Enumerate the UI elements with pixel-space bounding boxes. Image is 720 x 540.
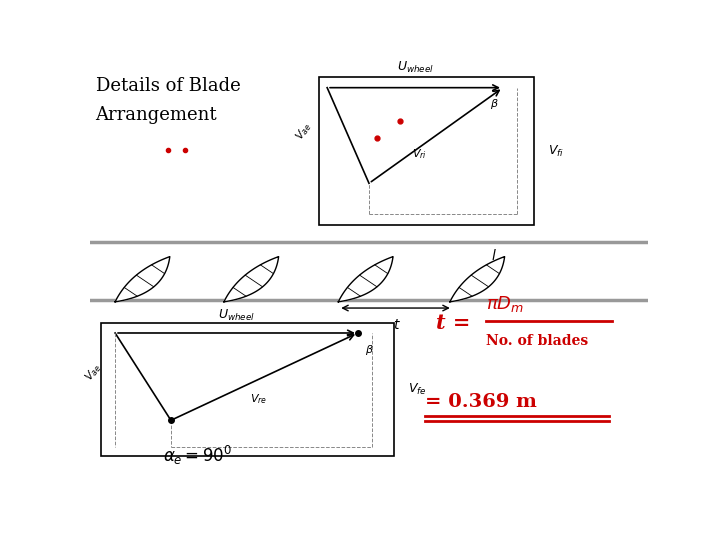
Text: $\pi D_m$: $\pi D_m$ [486,294,524,314]
Polygon shape [450,256,505,302]
Text: $V_{ri}$: $V_{ri}$ [412,147,427,161]
Text: $U_{wheel}$: $U_{wheel}$ [218,307,255,322]
FancyBboxPatch shape [101,322,394,456]
Text: $V_{fi}$: $V_{fi}$ [547,144,564,159]
Text: Details of Blade: Details of Blade [96,77,240,95]
Text: $V_{re}$: $V_{re}$ [250,393,267,407]
Text: Arrangement: Arrangement [96,106,217,124]
Text: $V_{ae}$: $V_{ae}$ [83,361,105,384]
Polygon shape [224,256,279,302]
Text: $V_{ae}$: $V_{ae}$ [293,120,315,143]
Text: $\alpha_e = 90^0$: $\alpha_e = 90^0$ [163,444,232,467]
Text: $V_{fe}$: $V_{fe}$ [408,382,427,397]
Text: t =: t = [436,313,470,333]
FancyBboxPatch shape [319,77,534,225]
Text: $\beta$: $\beta$ [490,97,499,111]
Text: t: t [392,319,398,333]
Polygon shape [338,256,393,302]
Polygon shape [115,256,170,302]
Text: = 0.369 m: = 0.369 m [425,393,536,410]
Text: $\beta$: $\beta$ [364,343,373,357]
Text: No. of blades: No. of blades [486,334,588,348]
Text: l: l [492,249,495,263]
Text: $U_{wheel}$: $U_{wheel}$ [397,60,433,75]
